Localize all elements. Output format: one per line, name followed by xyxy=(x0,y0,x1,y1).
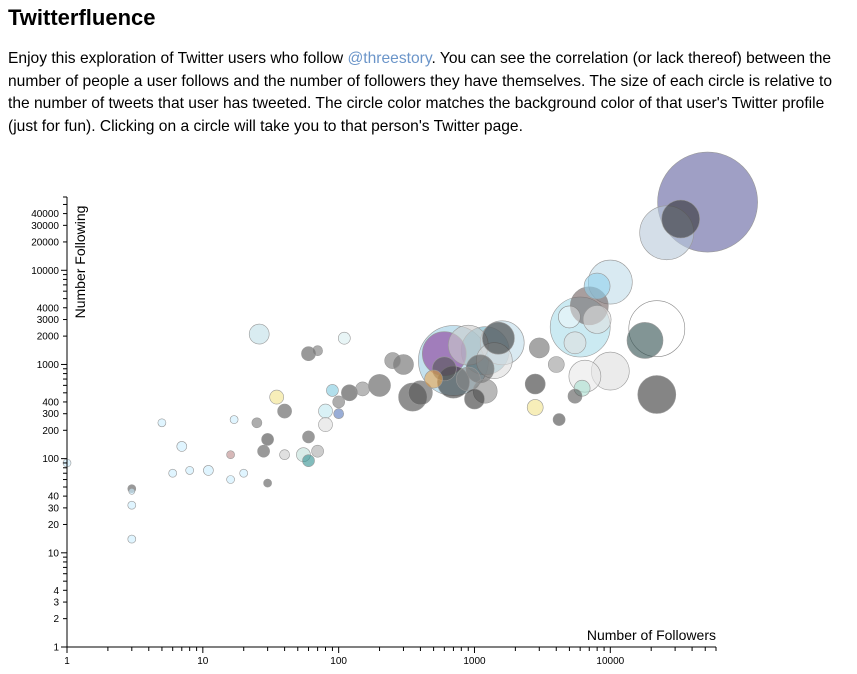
data-point-49[interactable] xyxy=(333,408,345,420)
data-point-73[interactable] xyxy=(128,487,136,495)
y-tick-label-3: 3 xyxy=(53,598,59,609)
points-layer xyxy=(62,151,758,544)
data-point-70[interactable] xyxy=(176,441,188,452)
x-tick-label-10: 10 xyxy=(197,656,209,667)
data-point-10[interactable] xyxy=(558,305,581,329)
y-tick-label-3000: 3000 xyxy=(37,315,60,326)
data-point-43[interactable] xyxy=(332,395,346,409)
data-point-17[interactable] xyxy=(524,373,546,395)
data-point-63[interactable] xyxy=(239,468,248,478)
data-point-58[interactable] xyxy=(257,444,270,458)
data-point-39[interactable] xyxy=(384,352,402,369)
data-point-61[interactable] xyxy=(279,449,290,461)
data-point-46[interactable] xyxy=(312,345,323,356)
data-point-35[interactable] xyxy=(424,369,443,389)
y-tick-label-2000: 2000 xyxy=(37,332,60,343)
data-point-22[interactable] xyxy=(482,321,515,355)
data-point-74[interactable] xyxy=(127,500,137,510)
data-point-15[interactable] xyxy=(528,337,550,359)
data-point-14[interactable] xyxy=(563,331,587,355)
data-point-69[interactable] xyxy=(168,468,177,478)
data-point-54[interactable] xyxy=(302,454,315,468)
x-axis-title: Number of Followers xyxy=(587,627,716,643)
scatter-chart: 1234102030401002003004001000200030004000… xyxy=(31,151,758,667)
y-tick-label-30000: 30000 xyxy=(31,221,59,232)
data-point-11[interactable] xyxy=(637,375,677,414)
data-point-56[interactable] xyxy=(269,389,285,405)
threestory-link[interactable]: @threestory xyxy=(347,50,432,67)
data-point-9[interactable] xyxy=(582,305,612,334)
data-point-32[interactable] xyxy=(464,388,485,410)
intro-text-end: . You can see the correlation (or lack t… xyxy=(8,50,833,135)
data-point-48[interactable] xyxy=(326,384,339,397)
y-tick-label-400: 400 xyxy=(42,397,59,408)
data-point-36[interactable] xyxy=(408,380,433,406)
data-point-20[interactable] xyxy=(567,388,583,404)
y-tick-label-200: 200 xyxy=(42,426,59,437)
data-point-65[interactable] xyxy=(226,475,235,484)
y-tick-label-100: 100 xyxy=(42,454,59,465)
y-tick-label-10000: 10000 xyxy=(31,266,59,277)
data-point-44[interactable] xyxy=(318,403,333,419)
data-point-62[interactable] xyxy=(263,478,272,488)
y-tick-label-2: 2 xyxy=(53,614,59,625)
data-point-55[interactable] xyxy=(277,403,292,419)
y-tick-label-20000: 20000 xyxy=(31,237,59,248)
y-tick-label-20: 20 xyxy=(48,520,60,531)
y-tick-label-4000: 4000 xyxy=(37,303,60,314)
data-point-4[interactable] xyxy=(583,272,611,300)
y-tick-label-40000: 40000 xyxy=(31,209,59,220)
data-point-18[interactable] xyxy=(526,399,544,416)
x-tick-label-1000: 1000 xyxy=(463,656,486,667)
data-point-75[interactable] xyxy=(127,534,137,544)
data-point-51[interactable] xyxy=(302,430,315,444)
axes-layer: 1234102030401002003004001000200030004000… xyxy=(31,196,717,667)
y-tick-label-4: 4 xyxy=(53,586,59,597)
data-point-40[interactable] xyxy=(368,374,391,397)
page-title: Twitterfluence xyxy=(8,5,156,30)
data-point-57[interactable] xyxy=(261,433,274,446)
data-point-19[interactable] xyxy=(552,413,566,426)
y-tick-label-1000: 1000 xyxy=(37,360,60,371)
y-tick-label-30: 30 xyxy=(48,503,60,514)
data-point-2[interactable] xyxy=(661,199,701,239)
data-point-50[interactable] xyxy=(318,417,333,432)
data-point-66[interactable] xyxy=(229,415,239,424)
data-point-68[interactable] xyxy=(185,466,194,475)
y-tick-label-10: 10 xyxy=(48,548,60,559)
x-tick-label-100: 100 xyxy=(330,656,347,667)
intro-text-start: Enjoy this exploration of Twitter users … xyxy=(8,50,348,67)
data-point-71[interactable] xyxy=(157,418,167,428)
data-point-64[interactable] xyxy=(226,450,235,460)
data-point-16[interactable] xyxy=(547,356,565,373)
intro-paragraph: Enjoy this exploration of Twitter users … xyxy=(8,48,854,138)
y-tick-label-1: 1 xyxy=(53,643,59,654)
data-point-47[interactable] xyxy=(337,331,351,345)
data-point-59[interactable] xyxy=(251,417,263,429)
y-tick-label-300: 300 xyxy=(42,409,59,420)
x-tick-label-10000: 10000 xyxy=(596,656,624,667)
data-point-41[interactable] xyxy=(355,381,370,397)
y-axis-title: Number Following xyxy=(72,206,88,319)
data-point-7[interactable] xyxy=(626,322,664,359)
data-point-60[interactable] xyxy=(248,323,270,345)
data-point-52[interactable] xyxy=(311,444,324,458)
data-point-67[interactable] xyxy=(203,465,214,476)
x-tick-label-1: 1 xyxy=(64,656,70,667)
y-tick-label-40: 40 xyxy=(48,492,60,503)
